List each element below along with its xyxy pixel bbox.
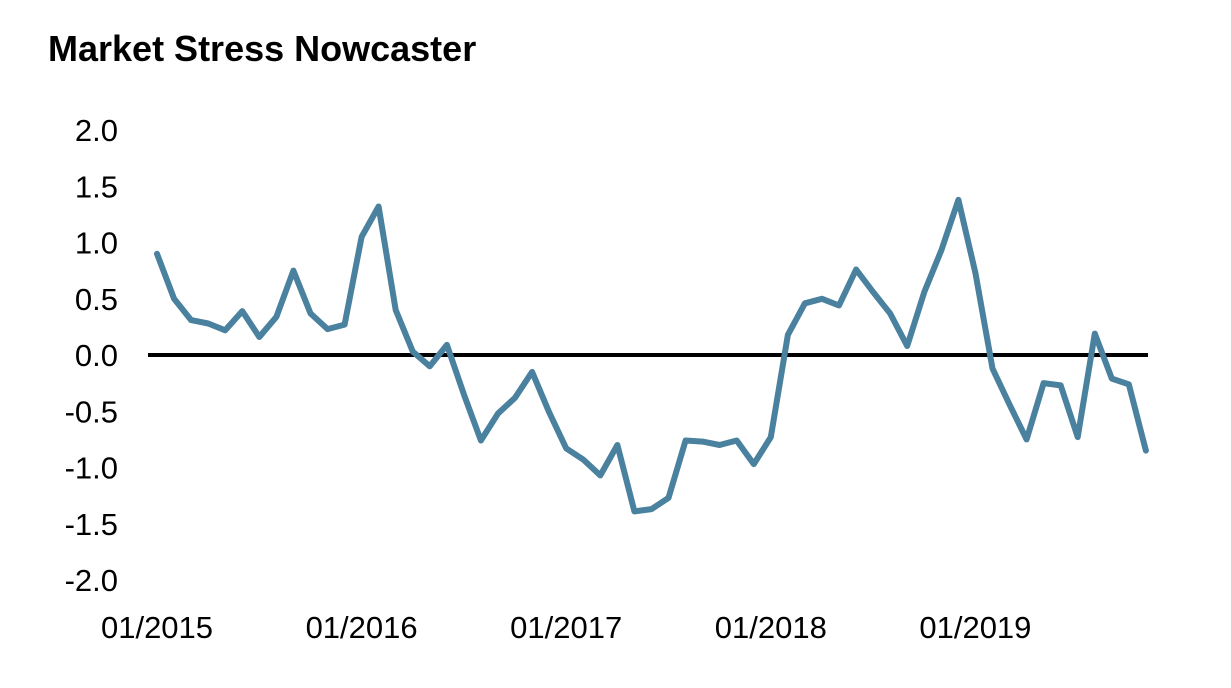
- x-tick-label: 01/2018: [715, 610, 827, 645]
- x-tick-label: 01/2017: [510, 610, 622, 645]
- x-axis-ticks: 01/2015 01/2016 01/2017 01/2018 01/2019: [101, 610, 1031, 645]
- y-tick-label: -0.5: [65, 394, 118, 429]
- x-tick-label: 01/2015: [101, 610, 213, 645]
- y-tick-label: -2.0: [65, 563, 118, 598]
- x-tick-label: 01/2019: [919, 610, 1031, 645]
- y-tick-label: 1.0: [75, 226, 118, 261]
- y-tick-label: 1.5: [75, 169, 118, 204]
- chart-title: Market Stress Nowcaster: [48, 28, 477, 69]
- y-axis-ticks: 2.0 1.5 1.0 0.5 0.0 -0.5 -1.0 -1.5 -2.0: [65, 113, 118, 598]
- x-tick-label: 01/2016: [306, 610, 418, 645]
- y-tick-label: 2.0: [75, 113, 118, 148]
- y-tick-label: 0.5: [75, 282, 118, 317]
- y-tick-label: 0.0: [75, 338, 118, 373]
- series-line-market-stress: [154, 196, 1149, 515]
- y-tick-label: -1.5: [65, 507, 118, 542]
- y-tick-label: -1.0: [65, 451, 118, 486]
